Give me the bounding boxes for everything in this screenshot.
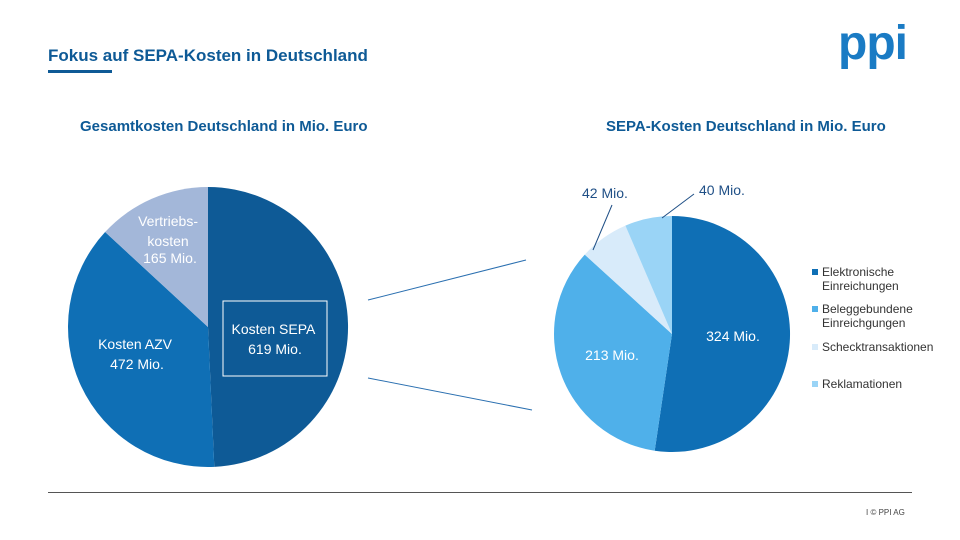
legend-label: Einreichgungen [822, 316, 906, 330]
footer-copyright: I © PPI AG [866, 508, 905, 517]
legend-label: Einreichungen [822, 279, 899, 293]
bottom-rule [48, 492, 912, 493]
callout-line-42 [592, 204, 613, 251]
legend-swatch [812, 269, 818, 275]
legend-label: Beleggebundene [822, 302, 913, 316]
pie-slice-reklamationen [625, 216, 672, 334]
legend-swatch [812, 306, 818, 312]
left-pie [67, 186, 349, 468]
label-azv: Kosten AZV 472 Mio. [98, 336, 176, 372]
ppi-logo: ppi [838, 17, 908, 70]
pie-slice-beleggebundene [554, 254, 672, 451]
legend-item-reklamationen: Reklamationen [812, 377, 952, 391]
right-chart-title: SEPA-Kosten Deutschland in Mio. Euro [606, 118, 886, 135]
right-pie [554, 215, 791, 452]
connector-line-bottom [367, 377, 533, 411]
pie-slice-kosten-azv [67, 232, 215, 468]
legend-swatch [812, 344, 818, 350]
pie-slice-scheck [584, 225, 672, 334]
legend-swatch [812, 381, 818, 387]
label-40: 40 Mio. [699, 182, 745, 198]
callout-line-40 [661, 193, 695, 219]
label-vertrieb: Vertriebs- kosten 165 Mio. [138, 213, 202, 266]
pie-slice-elektronische [654, 215, 791, 452]
label-213: 213 Mio. [585, 347, 639, 363]
pie-slice-vertriebskosten [105, 187, 208, 327]
legend-item-elektronische: Elektronische Einreichungen [812, 265, 952, 293]
pie-slice-kosten-sepa [208, 186, 349, 467]
legend-label: Schecktransaktionen [822, 340, 934, 354]
sepa-highlight-box [222, 300, 328, 377]
legend-label: Reklamationen [822, 377, 903, 391]
label-sepa: Kosten SEPA 619 Mio. [232, 321, 319, 357]
connector-line-top [367, 259, 527, 301]
left-chart-title: Gesamtkosten Deutschland in Mio. Euro [80, 118, 368, 135]
legend-label: Elektronische [822, 265, 895, 279]
page-title: Fokus auf SEPA-Kosten in Deutschland [48, 46, 368, 65]
label-324: 324 Mio. [706, 328, 760, 344]
title-underline [48, 70, 112, 73]
label-42: 42 Mio. [582, 185, 628, 201]
legend-item-beleggebundene: Beleggebundene Einreichgungen [812, 302, 952, 330]
legend-item-scheck: Schecktransaktionen [812, 340, 952, 354]
